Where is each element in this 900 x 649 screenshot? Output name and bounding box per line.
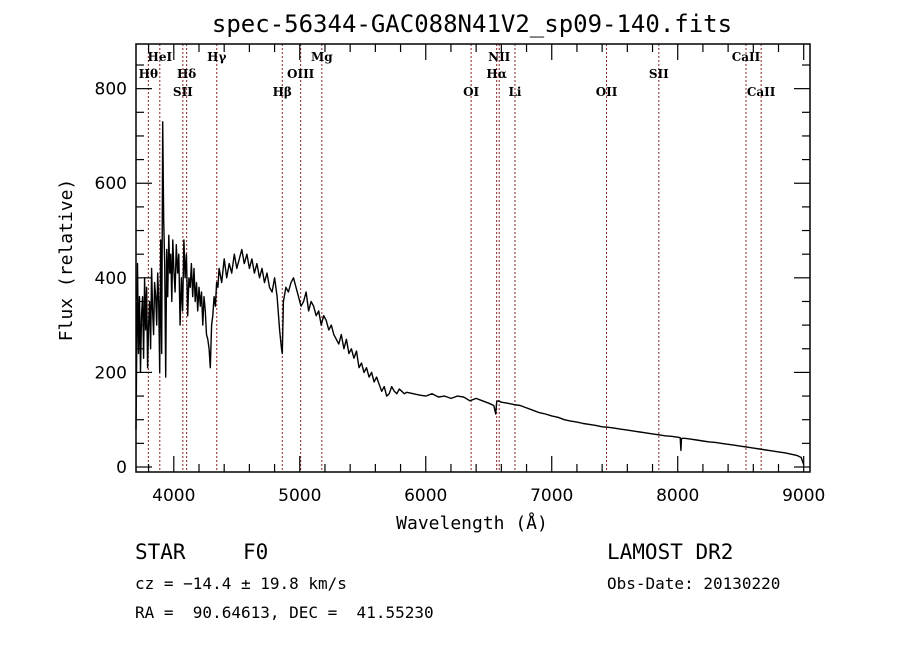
y-tick-label: 800	[95, 80, 127, 100]
x-tick-label: 4000	[152, 486, 195, 506]
spectral-line-label: OII	[596, 85, 618, 99]
spectral-line-label: Hβ	[273, 85, 292, 99]
x-axis-ticks: 4000 5000 6000 7000 8000 9000	[147, 44, 825, 506]
x-tick-label: 8000	[656, 486, 699, 506]
spectral-line-label: Mg	[311, 50, 333, 64]
spectral-line-label: NII	[488, 50, 511, 64]
spectral-line-label: CaII	[747, 85, 776, 99]
x-tick-label: 6000	[404, 486, 447, 506]
x-tick-label: 5000	[278, 486, 321, 506]
redshift-text: cz = −14.4 ± 19.8 km/s	[135, 574, 347, 593]
spectral-line-label: SII	[649, 67, 669, 81]
plot-frame	[135, 43, 811, 473]
spectrum-line	[135, 121, 805, 465]
y-axis-ticks: 0 200 400 600 800	[95, 64, 810, 478]
spectral-line-label: Hθ	[139, 67, 158, 81]
spectral-line-label: OIII	[287, 67, 315, 81]
object-class: STAR	[135, 540, 186, 564]
y-axis-label: Flux (relative)	[56, 179, 77, 342]
obs-date: Obs-Date: 20130220	[607, 574, 781, 593]
x-tick-label: 7000	[530, 486, 573, 506]
spectral-line-label: Hα	[486, 67, 507, 81]
x-tick-label: 9000	[782, 486, 825, 506]
y-tick-label: 0	[116, 458, 127, 478]
spectral-line-label: SII	[173, 85, 193, 99]
y-tick-label: 600	[95, 174, 127, 194]
coordinates-text: RA = 90.64613, DEC = 41.55230	[135, 603, 434, 622]
spectral-line-label: CaII	[732, 50, 761, 64]
survey-name: LAMOST DR2	[607, 540, 734, 564]
spectral-line-label: OI	[463, 85, 479, 99]
x-axis-label: Wavelength (Å)	[396, 512, 548, 534]
spectral-line-label: Hγ	[207, 50, 226, 64]
chart-title: spec-56344-GAC088N41V2_sp09-140.fits	[212, 10, 732, 38]
y-tick-label: 200	[95, 363, 127, 383]
y-tick-label: 400	[95, 269, 127, 289]
spectral-line-label: Li	[508, 85, 521, 99]
object-subclass: F0	[243, 540, 269, 564]
spectral-line-labels: Hθ HeI SII Hδ Hγ Hβ OIII Mg OI Hα NII Li OII SII CaII C…	[139, 50, 776, 99]
spectral-line-label: HeI	[148, 50, 173, 64]
spectral-line-label: Hδ	[177, 67, 196, 81]
